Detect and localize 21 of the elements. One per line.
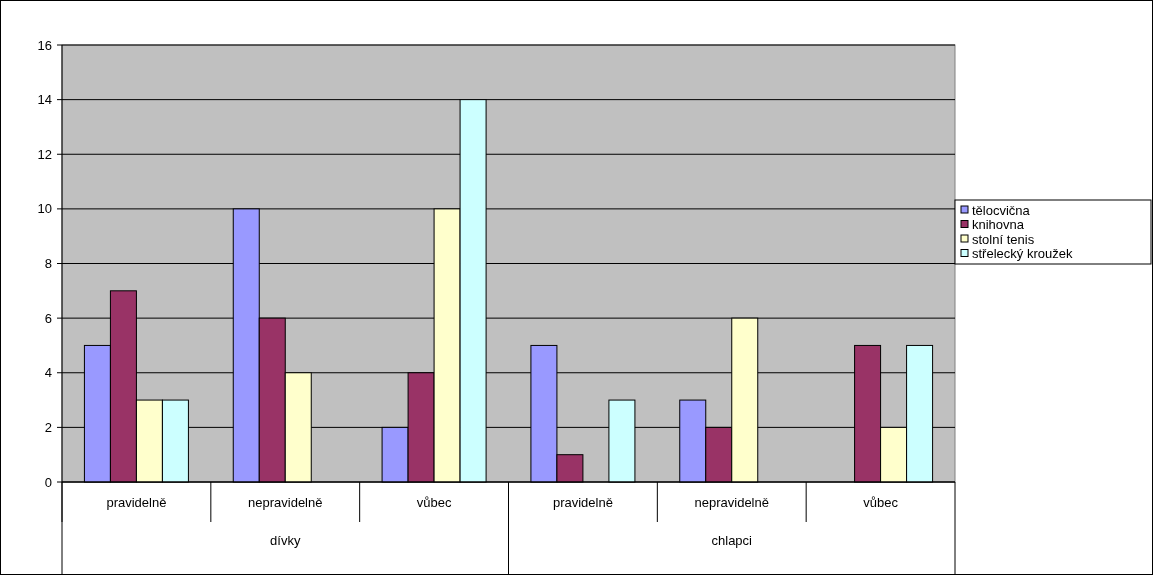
y-tick-label: 2 (44, 419, 52, 435)
y-tick-label: 14 (37, 92, 52, 108)
legend-label: tělocvična (972, 202, 1031, 218)
x-tick-label: vůbec (416, 494, 452, 510)
y-tick-label: 12 (37, 146, 52, 162)
y-tick-label: 10 (37, 201, 52, 217)
legend-label: stolní tenis (972, 231, 1035, 247)
text: dívky (270, 532, 301, 548)
x-tick-label: nepravidelně (694, 494, 769, 510)
x-tick-label: pravidelně (552, 494, 613, 510)
legend-label: střelecký kroužek (972, 246, 1073, 262)
y-tick-label: 6 (44, 310, 52, 326)
y-tick-label: 0 (44, 474, 52, 490)
x-tick-label: pravidelně (106, 494, 167, 510)
x-tick-label: nepravidelně (248, 494, 323, 510)
y-tick-label: 4 (44, 365, 52, 381)
legend-label: knihovna (972, 217, 1025, 233)
y-tick-label: 16 (37, 37, 52, 53)
x-tick-label: vůbec (863, 494, 899, 510)
text: chlapci (711, 532, 753, 548)
y-tick-label: 8 (44, 256, 52, 272)
